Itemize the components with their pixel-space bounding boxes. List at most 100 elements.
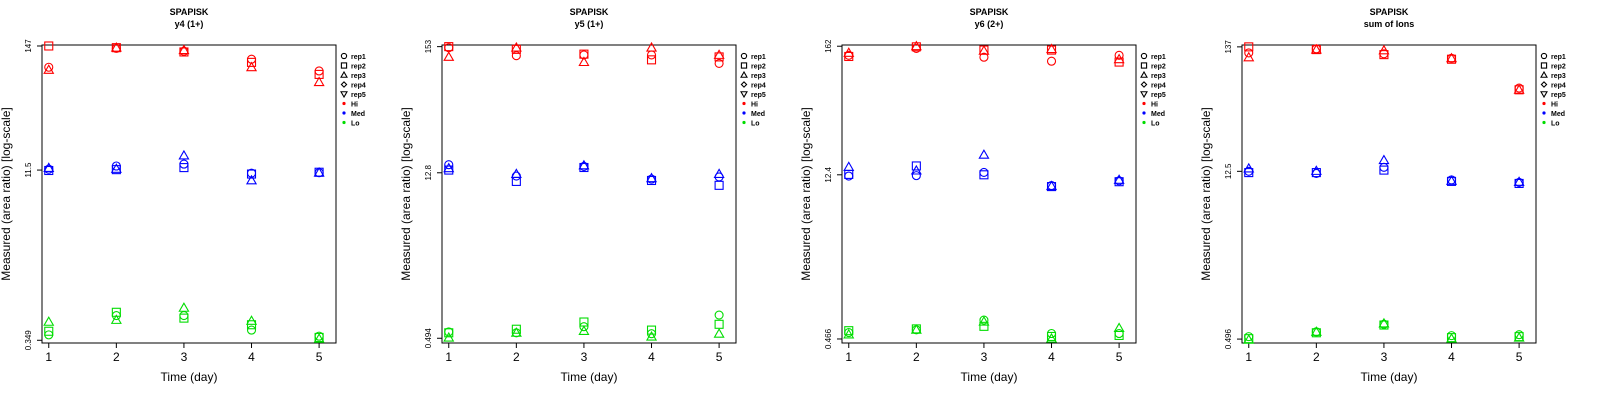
data-point-med bbox=[43, 162, 55, 172]
data-point-med bbox=[1310, 165, 1322, 175]
data-point-med bbox=[1513, 176, 1525, 186]
data-point-lo bbox=[1114, 330, 1124, 341]
x-tick-label: 1 bbox=[845, 350, 852, 364]
legend-label: rep2 bbox=[1151, 64, 1166, 71]
data-point-hi bbox=[1310, 43, 1322, 54]
data-point-hi bbox=[1113, 53, 1125, 64]
legend-label: rep3 bbox=[1151, 73, 1166, 80]
legend-marker bbox=[740, 52, 748, 60]
legend-marker bbox=[1540, 52, 1548, 60]
legend-label: Hi bbox=[1151, 102, 1158, 109]
data-point-med bbox=[246, 169, 257, 179]
data-point-hi bbox=[1046, 45, 1057, 55]
legend-marker bbox=[1540, 81, 1548, 88]
legend-marker bbox=[1540, 62, 1548, 69]
data-point-lo bbox=[44, 326, 54, 336]
y-tick-label: 11.5 bbox=[24, 162, 33, 178]
chart-title: SPAPISK bbox=[1370, 7, 1409, 17]
data-point-hi bbox=[1045, 43, 1058, 54]
x-tick-label: 4 bbox=[248, 350, 255, 364]
data-point-lo bbox=[179, 313, 189, 323]
legend-marker bbox=[1140, 91, 1148, 99]
data-point-lo bbox=[178, 302, 190, 312]
x-tick-label: 1 bbox=[445, 350, 452, 364]
data-point-lo bbox=[110, 314, 122, 324]
legend-label: Lo bbox=[351, 121, 360, 128]
x-axis-label: Time (day) bbox=[561, 370, 618, 384]
y-axis-label: Measured (area ratio) [log-scale] bbox=[0, 107, 13, 280]
data-point-med bbox=[645, 172, 658, 183]
legend-marker bbox=[1140, 62, 1148, 69]
data-point-hi bbox=[443, 51, 455, 61]
legend-marker bbox=[340, 91, 348, 99]
data-point-lo bbox=[714, 319, 724, 329]
legend-marker bbox=[340, 81, 348, 88]
data-point-med bbox=[978, 149, 990, 159]
legend-label: Hi bbox=[1551, 102, 1558, 109]
data-point-lo bbox=[510, 327, 522, 337]
x-tick-label: 1 bbox=[45, 350, 52, 364]
data-point-lo bbox=[1114, 328, 1124, 339]
chart-panel-1: SPAPISK y4 (1+) 1 2 3 4 5 0.349 11.5 147 Time (day… bbox=[0, 7, 366, 384]
data-point-lo bbox=[844, 326, 854, 336]
data-point-lo bbox=[43, 316, 55, 326]
legend-marker bbox=[1142, 101, 1146, 106]
data-point-hi bbox=[713, 49, 725, 59]
data-point-lo bbox=[1046, 331, 1057, 342]
legend-marker bbox=[1140, 52, 1148, 60]
x-tick-label: 4 bbox=[648, 350, 655, 364]
y-tick-label: 162 bbox=[824, 39, 833, 53]
legend-label: rep2 bbox=[351, 64, 366, 71]
legend-label: rep2 bbox=[751, 64, 766, 71]
data-point-hi bbox=[646, 50, 657, 60]
data-point-hi bbox=[645, 41, 658, 52]
chart-title: SPAPISK bbox=[970, 7, 1009, 17]
data-point-hi bbox=[246, 57, 257, 67]
data-point-med bbox=[179, 163, 189, 173]
data-point-lo bbox=[579, 322, 589, 332]
chart-panel-4: SPAPISK sum of Ions 1 2 3 4 5 0.496 12.5 137 Time … bbox=[1199, 7, 1566, 384]
legend-marker bbox=[740, 62, 748, 69]
data-point-lo bbox=[1311, 328, 1321, 338]
data-point-lo bbox=[1045, 332, 1058, 343]
data-point-lo bbox=[1310, 326, 1322, 336]
data-point-med bbox=[1379, 165, 1389, 175]
chart-title: SPAPISK bbox=[570, 7, 609, 17]
x-axis-label: Time (day) bbox=[1361, 370, 1418, 384]
x-tick-label: 2 bbox=[113, 350, 120, 364]
data-point-med bbox=[979, 170, 989, 180]
data-point-hi bbox=[44, 41, 54, 51]
data-point-lo bbox=[1113, 322, 1125, 333]
data-point-med bbox=[1379, 162, 1389, 172]
data-point-lo bbox=[578, 325, 590, 335]
data-point-hi bbox=[1046, 56, 1057, 66]
legend-label: rep3 bbox=[351, 73, 366, 80]
data-point-lo bbox=[1243, 334, 1255, 344]
data-point-hi bbox=[1378, 44, 1390, 55]
chart-subtitle: y6 (2+) bbox=[975, 19, 1004, 29]
legend-label: rep4 bbox=[1151, 83, 1166, 90]
legend-label: rep4 bbox=[751, 83, 766, 90]
legend-label: Med bbox=[351, 111, 365, 118]
x-tick-label: 3 bbox=[1381, 350, 1388, 364]
legend-label: rep3 bbox=[1551, 73, 1566, 80]
legend-label: Hi bbox=[751, 102, 758, 109]
data-point-hi bbox=[510, 41, 522, 52]
data-point-med bbox=[578, 159, 590, 170]
data-point-med bbox=[111, 165, 121, 175]
data-point-hi bbox=[578, 56, 590, 67]
data-point-med bbox=[911, 171, 921, 181]
data-point-lo bbox=[511, 324, 521, 334]
legend-label: rep5 bbox=[751, 92, 766, 99]
data-point-lo bbox=[1513, 331, 1525, 342]
legend-marker bbox=[1542, 111, 1546, 115]
data-point-hi bbox=[1114, 50, 1124, 60]
y-tick-label: 12.4 bbox=[824, 166, 833, 182]
data-point-med bbox=[245, 174, 258, 185]
plot-frame bbox=[441, 44, 737, 344]
legend-marker bbox=[340, 52, 348, 60]
legend-marker bbox=[1142, 111, 1146, 115]
chart-panel-3: SPAPISK y6 (2+) 1 2 3 4 5 0.466 12.4 162 Time (day… bbox=[799, 7, 1166, 384]
data-point-lo bbox=[1445, 332, 1458, 343]
legend-label: rep5 bbox=[1151, 92, 1166, 99]
